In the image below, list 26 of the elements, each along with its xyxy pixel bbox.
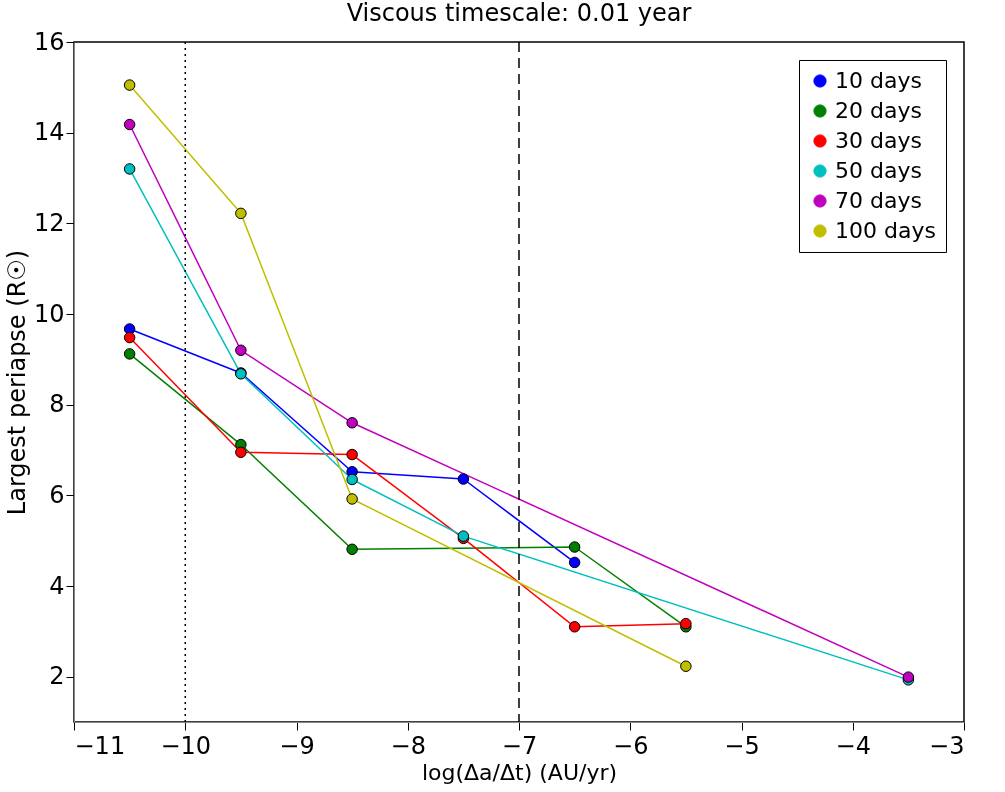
legend-label: 100 days	[835, 218, 936, 243]
legend-label: 30 days	[835, 128, 922, 153]
y-tick-label: 14	[33, 118, 65, 147]
y-tick-label: 10	[33, 299, 65, 328]
x-tick-label: −9	[279, 731, 315, 760]
x-tick-label: −5	[724, 731, 760, 760]
x-tick-label: −6	[613, 731, 649, 760]
y-tick-label: 6	[49, 480, 65, 509]
y-axis-title: Largest periapse (R☉)	[2, 249, 31, 516]
x-tick-label: −11	[74, 731, 126, 760]
x-tick-label: −4	[835, 731, 871, 760]
legend-label: 50 days	[835, 158, 922, 183]
y-tick-label: 2	[49, 662, 65, 691]
y-tick-label: 12	[33, 208, 65, 237]
y-tick-label: 8	[49, 390, 65, 419]
x-tick-label: −10	[160, 731, 212, 760]
legend-label: 10 days	[835, 68, 922, 93]
y-tick-label: 4	[49, 571, 65, 600]
chart-title: Viscous timescale: 0.01 year	[346, 0, 692, 27]
legend-label: 70 days	[835, 188, 922, 213]
x-tick-label: −8	[390, 731, 426, 760]
y-tick-label: 16	[33, 27, 65, 56]
x-tick-label: −3	[929, 731, 965, 760]
x-axis-title: log(Δa/Δt) (AU/yr)	[421, 759, 618, 785]
x-tick-label: −7	[501, 731, 538, 760]
legend-label: 20 days	[835, 98, 922, 123]
